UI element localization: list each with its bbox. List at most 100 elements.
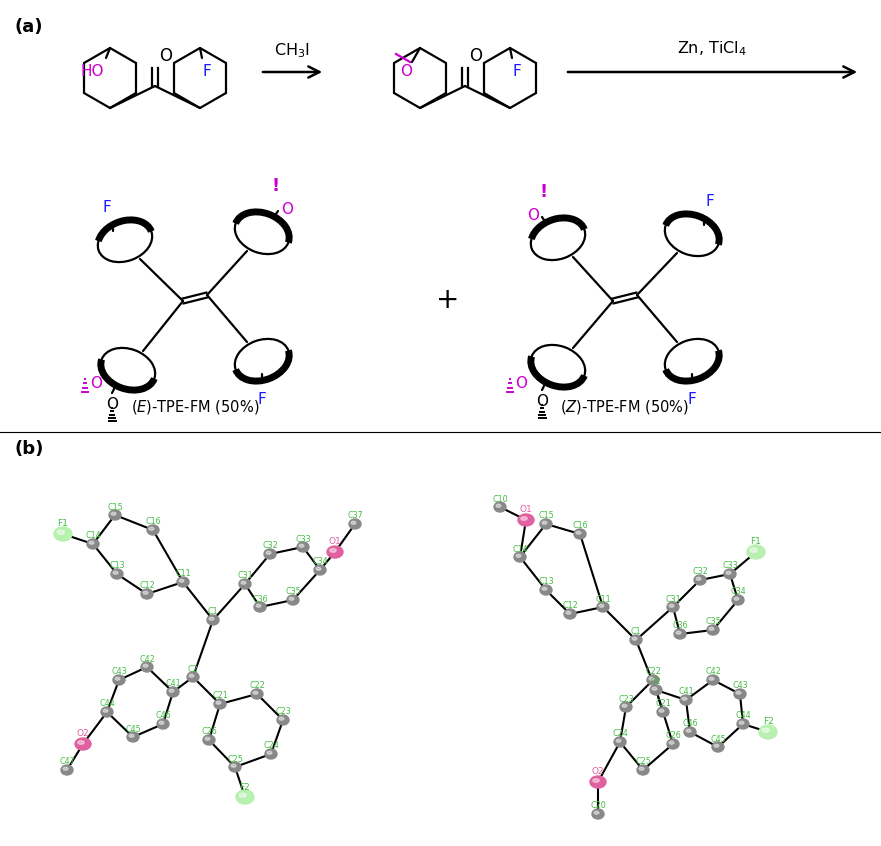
Ellipse shape bbox=[564, 609, 576, 619]
Ellipse shape bbox=[159, 722, 164, 724]
Text: C41: C41 bbox=[678, 688, 694, 696]
Text: O: O bbox=[106, 397, 118, 412]
Text: C25: C25 bbox=[635, 757, 651, 766]
Ellipse shape bbox=[737, 691, 741, 695]
Ellipse shape bbox=[518, 514, 534, 526]
Ellipse shape bbox=[620, 702, 632, 712]
Text: C45: C45 bbox=[125, 724, 141, 733]
Text: C36: C36 bbox=[672, 622, 688, 630]
Ellipse shape bbox=[516, 554, 521, 558]
Ellipse shape bbox=[256, 604, 261, 607]
Text: C33: C33 bbox=[722, 562, 737, 570]
Ellipse shape bbox=[214, 699, 226, 709]
Ellipse shape bbox=[241, 581, 246, 585]
Text: C14: C14 bbox=[512, 545, 528, 553]
Ellipse shape bbox=[542, 521, 547, 525]
Ellipse shape bbox=[614, 737, 626, 747]
Ellipse shape bbox=[659, 709, 664, 712]
Ellipse shape bbox=[737, 719, 749, 729]
Ellipse shape bbox=[277, 715, 289, 725]
Text: C35: C35 bbox=[285, 587, 301, 596]
Text: C24: C24 bbox=[612, 729, 628, 739]
Ellipse shape bbox=[267, 751, 272, 755]
Text: C31: C31 bbox=[237, 572, 253, 580]
Text: C36: C36 bbox=[252, 595, 268, 603]
Text: C13: C13 bbox=[109, 562, 125, 570]
Ellipse shape bbox=[209, 618, 214, 620]
Text: C23: C23 bbox=[618, 695, 633, 704]
Ellipse shape bbox=[669, 604, 674, 607]
Text: F2: F2 bbox=[240, 783, 250, 792]
Ellipse shape bbox=[167, 687, 179, 697]
Text: C46: C46 bbox=[155, 711, 171, 721]
Text: O: O bbox=[515, 376, 527, 392]
Text: C20: C20 bbox=[590, 801, 606, 810]
Text: C42: C42 bbox=[705, 667, 721, 677]
Ellipse shape bbox=[254, 602, 266, 612]
Text: O2: O2 bbox=[592, 767, 604, 777]
Ellipse shape bbox=[676, 631, 681, 634]
Text: C26: C26 bbox=[665, 732, 681, 740]
Text: C10: C10 bbox=[492, 495, 507, 503]
Ellipse shape bbox=[597, 602, 609, 612]
Ellipse shape bbox=[266, 552, 270, 554]
Ellipse shape bbox=[101, 707, 113, 717]
Ellipse shape bbox=[329, 549, 337, 552]
Text: C12: C12 bbox=[562, 602, 578, 611]
Ellipse shape bbox=[63, 767, 68, 770]
Text: C14: C14 bbox=[85, 531, 100, 541]
Text: (b): (b) bbox=[14, 440, 43, 458]
Ellipse shape bbox=[592, 809, 604, 819]
Text: O: O bbox=[469, 47, 482, 65]
Ellipse shape bbox=[649, 678, 654, 680]
Ellipse shape bbox=[632, 637, 637, 640]
Text: C2: C2 bbox=[651, 678, 662, 686]
Ellipse shape bbox=[669, 741, 674, 744]
Ellipse shape bbox=[542, 587, 547, 591]
Ellipse shape bbox=[54, 527, 72, 541]
Text: C15: C15 bbox=[538, 512, 554, 520]
Ellipse shape bbox=[289, 597, 294, 601]
Ellipse shape bbox=[684, 727, 696, 737]
Ellipse shape bbox=[239, 579, 251, 589]
Ellipse shape bbox=[157, 719, 169, 729]
Text: C46: C46 bbox=[682, 719, 698, 728]
Ellipse shape bbox=[143, 664, 148, 667]
Ellipse shape bbox=[707, 675, 719, 685]
Ellipse shape bbox=[103, 709, 107, 712]
Ellipse shape bbox=[494, 502, 506, 512]
Text: C26: C26 bbox=[201, 728, 217, 737]
Ellipse shape bbox=[734, 689, 746, 699]
Ellipse shape bbox=[143, 591, 148, 594]
Ellipse shape bbox=[236, 790, 254, 804]
Ellipse shape bbox=[251, 689, 263, 699]
Ellipse shape bbox=[189, 674, 194, 678]
Ellipse shape bbox=[707, 625, 719, 635]
Text: C12: C12 bbox=[139, 581, 155, 591]
Text: F: F bbox=[257, 392, 266, 407]
Text: C16: C16 bbox=[145, 518, 161, 526]
Ellipse shape bbox=[239, 794, 247, 797]
Ellipse shape bbox=[709, 627, 714, 630]
Text: F1: F1 bbox=[57, 519, 69, 529]
Ellipse shape bbox=[747, 545, 765, 559]
Ellipse shape bbox=[314, 565, 326, 575]
Text: C41: C41 bbox=[166, 679, 181, 689]
Text: C47: C47 bbox=[59, 757, 75, 766]
Ellipse shape bbox=[352, 521, 356, 525]
Ellipse shape bbox=[734, 597, 739, 601]
Text: C32: C32 bbox=[263, 541, 278, 551]
Ellipse shape bbox=[594, 811, 599, 814]
Ellipse shape bbox=[349, 519, 361, 529]
Ellipse shape bbox=[78, 741, 85, 744]
Text: C31: C31 bbox=[665, 595, 681, 603]
Ellipse shape bbox=[87, 539, 99, 549]
Ellipse shape bbox=[141, 589, 153, 599]
Ellipse shape bbox=[75, 738, 91, 750]
Text: C32: C32 bbox=[692, 568, 707, 576]
Ellipse shape bbox=[576, 531, 581, 535]
Text: C23: C23 bbox=[275, 707, 291, 717]
Text: C22: C22 bbox=[249, 682, 265, 690]
Ellipse shape bbox=[327, 546, 343, 558]
Text: O: O bbox=[281, 201, 293, 217]
